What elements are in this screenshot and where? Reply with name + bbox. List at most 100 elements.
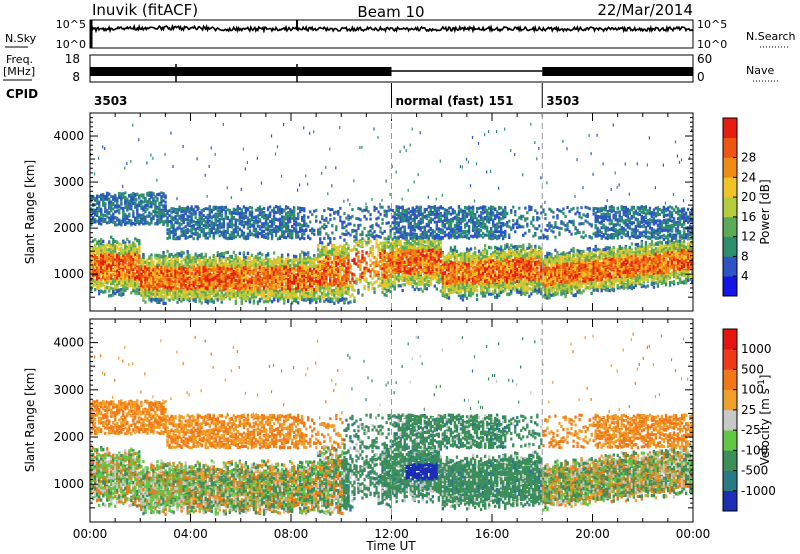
echo-cell — [219, 230, 221, 233]
echo-cell — [213, 232, 215, 235]
echo-cell — [191, 230, 193, 233]
echo-cell — [243, 206, 245, 209]
echo-cell — [114, 272, 116, 275]
echo-cell — [209, 276, 211, 279]
echo-cell — [243, 279, 245, 282]
echo-cell — [191, 235, 193, 238]
echo-cell — [195, 216, 197, 219]
echo-cell — [120, 203, 122, 206]
echo-cell — [211, 282, 213, 285]
echo-cell — [106, 277, 108, 280]
beam-title: Beam 10 — [357, 3, 424, 21]
echo-cell — [215, 214, 217, 217]
echo-cell — [108, 290, 110, 293]
echo-cell — [225, 234, 227, 237]
echo-cell — [148, 270, 150, 273]
echo-cell — [174, 280, 176, 283]
echo-cell — [271, 225, 273, 228]
echo-cell — [156, 199, 158, 202]
echo-cell — [122, 241, 124, 244]
echo-cell — [199, 225, 201, 228]
echo-cell — [148, 291, 150, 294]
echo-cell — [104, 250, 106, 253]
echo-cell — [124, 201, 126, 204]
echo-cell — [172, 283, 174, 286]
echo-cell — [118, 211, 120, 214]
echo-cell — [122, 293, 124, 296]
echo-cell — [116, 223, 118, 226]
echo-cell — [100, 198, 102, 201]
echo-cell — [221, 296, 223, 299]
echo-cell — [205, 207, 207, 210]
echo-cell — [275, 225, 277, 228]
echo-cell — [211, 285, 213, 288]
echo-cell — [98, 157, 99, 160]
echo-cell — [150, 285, 152, 288]
echo-cell — [98, 207, 100, 210]
echo-cell — [174, 237, 176, 240]
echo-cell — [259, 287, 261, 290]
echo-cell — [257, 290, 259, 293]
echo-cell — [247, 227, 249, 230]
echo-cell — [183, 267, 185, 270]
echo-cell — [132, 202, 134, 205]
echo-cell — [207, 269, 209, 272]
echo-cell — [108, 248, 110, 251]
echo-cell — [120, 284, 122, 287]
echo-cell — [100, 262, 102, 265]
echo-cell — [239, 257, 241, 260]
echo-cell — [140, 284, 142, 287]
echo-cell — [134, 292, 136, 295]
echo-cell — [110, 261, 112, 264]
echo-cell — [247, 256, 249, 259]
echo-cell — [136, 209, 138, 212]
echo-cell — [142, 261, 144, 264]
echo-cell — [225, 262, 227, 265]
echo-cell — [239, 273, 241, 276]
echo-cell — [263, 263, 265, 266]
echo-cell — [136, 239, 138, 242]
echo-cell — [150, 213, 152, 216]
echo-cell — [104, 272, 106, 275]
echo-cell — [146, 208, 148, 211]
echo-cell — [193, 228, 195, 231]
echo-cell — [201, 264, 203, 267]
echo-cell — [215, 297, 217, 300]
echo-cell — [235, 302, 237, 305]
echo-cell — [162, 290, 164, 293]
echo-cell — [265, 266, 267, 269]
echo-cell — [193, 212, 195, 215]
echo-cell — [112, 273, 114, 276]
echo-cell — [223, 206, 225, 209]
echo-cell — [269, 205, 271, 208]
echo-cell — [180, 223, 182, 226]
echo-cell — [150, 274, 152, 277]
echo-cell — [245, 256, 247, 259]
echo-cell — [263, 270, 265, 273]
echo-cell — [164, 273, 166, 276]
freq-left-tick-low: 8 — [72, 70, 80, 84]
echo-cell — [166, 290, 168, 293]
echo-cell — [170, 221, 172, 224]
echo-cell — [158, 295, 160, 298]
echo-cell — [124, 247, 126, 250]
echo-cell — [170, 259, 172, 262]
echo-cell — [191, 290, 193, 293]
echo-cell — [138, 249, 140, 252]
echo-cell — [239, 288, 241, 291]
echo-cell — [217, 224, 219, 227]
echo-cell — [156, 286, 158, 289]
echo-cell — [138, 292, 140, 295]
echo-cell — [183, 294, 185, 297]
echo-cell — [108, 275, 110, 278]
echo-cell — [178, 252, 180, 255]
echo-cell — [116, 217, 118, 220]
echo-cell — [180, 283, 182, 286]
echo-cell — [231, 294, 233, 297]
echo-cell — [172, 165, 173, 168]
echo-cell — [144, 286, 146, 289]
echo-cell — [148, 273, 150, 276]
echo-cell — [174, 233, 176, 236]
echo-cell — [166, 216, 168, 219]
echo-cell — [207, 218, 209, 221]
